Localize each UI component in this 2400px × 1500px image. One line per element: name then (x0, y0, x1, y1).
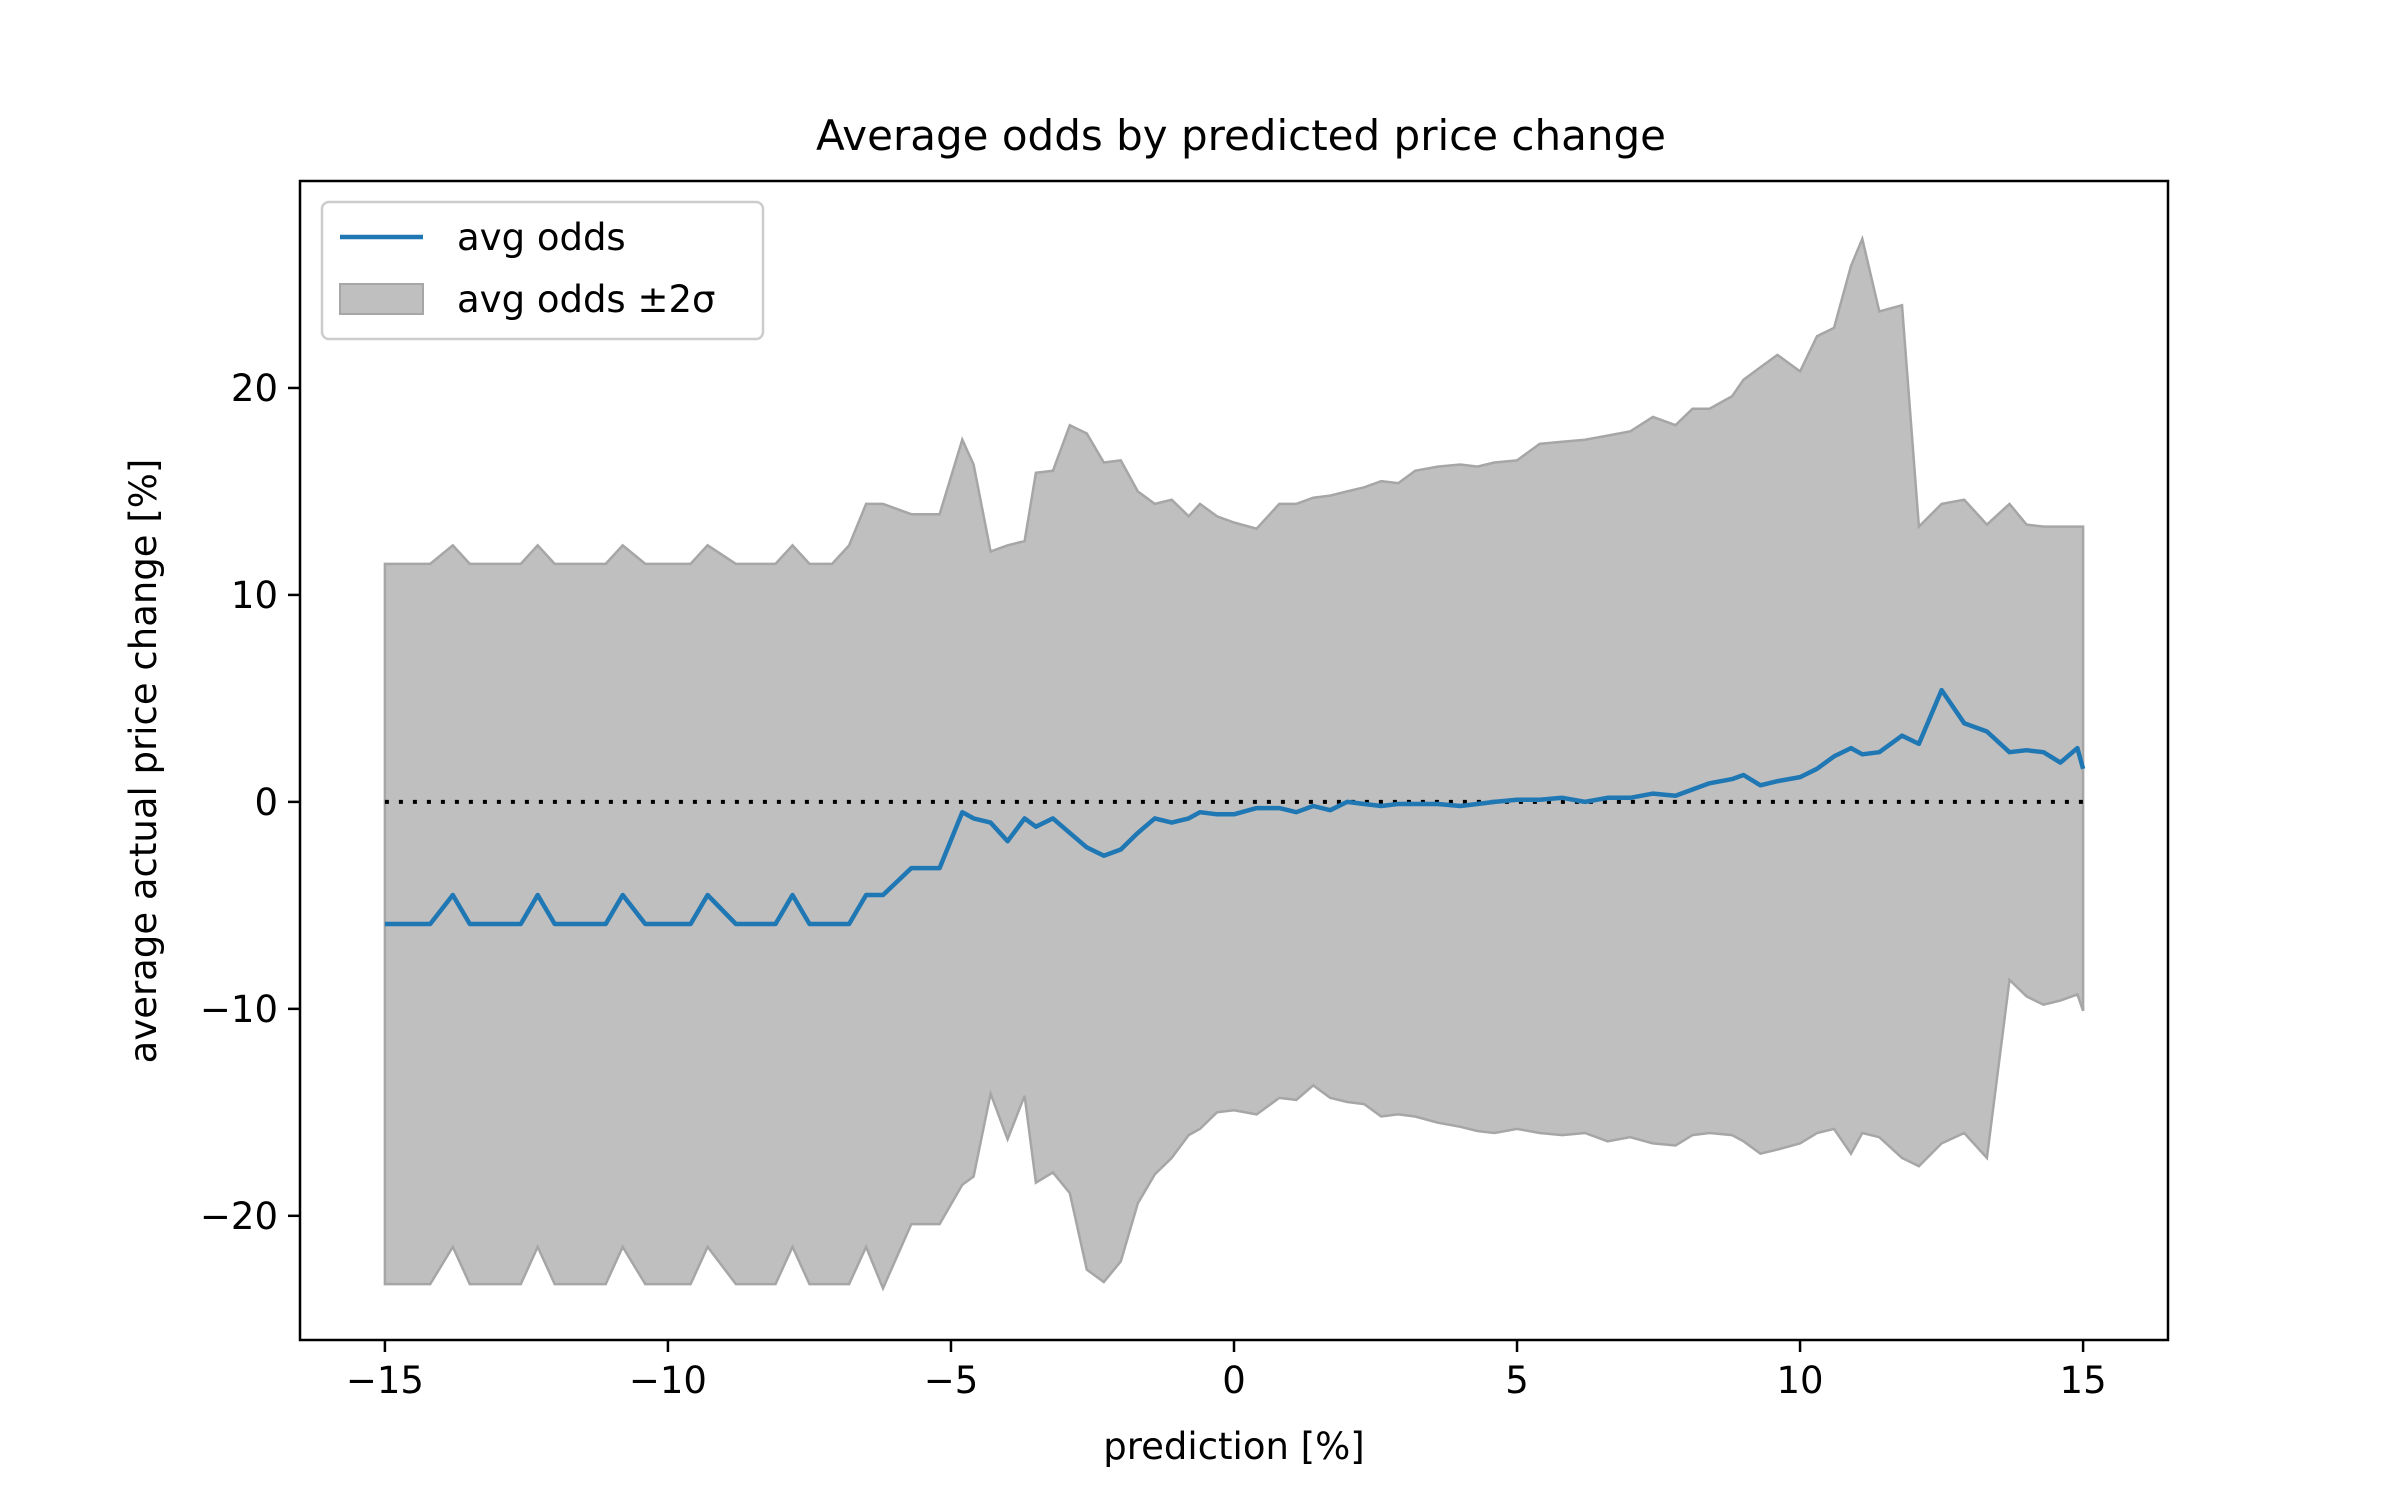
x-tick-label: 0 (1222, 1359, 1246, 1402)
plot-area (383, 234, 2086, 1292)
chart-title: Average odds by predicted price change (816, 111, 1666, 160)
x-tick-label: 10 (1777, 1359, 1824, 1402)
x-tick-label: −5 (924, 1359, 979, 1402)
axis-ticks: −15 −10 −5 0 5 10 15 −20 −10 0 10 20 (200, 367, 2107, 1402)
x-tick-label: −10 (629, 1359, 707, 1402)
band-avg-odds-2sigma (383, 234, 2085, 1292)
x-tick-label: 15 (2060, 1359, 2107, 1402)
y-tick-label: −20 (200, 1195, 278, 1238)
y-tick-label: 10 (231, 574, 278, 617)
x-axis-label: prediction [%] (1103, 1425, 1364, 1468)
legend: avg odds avg odds ±2σ (320, 200, 765, 341)
legend-label-avg-odds: avg odds (457, 216, 626, 259)
legend-label-band: avg odds ±2σ (457, 278, 715, 321)
y-tick-label: 0 (254, 781, 278, 824)
line-avg-odds (384, 687, 2086, 927)
y-tick-label: −10 (200, 988, 278, 1031)
legend-band-swatch (339, 283, 424, 315)
x-tick-label: −15 (346, 1359, 424, 1402)
legend-frame (320, 200, 765, 341)
y-tick-label: 20 (231, 367, 278, 410)
y-axis-label: average actual price change [%] (122, 459, 165, 1064)
x-tick-label: 5 (1505, 1359, 1529, 1402)
